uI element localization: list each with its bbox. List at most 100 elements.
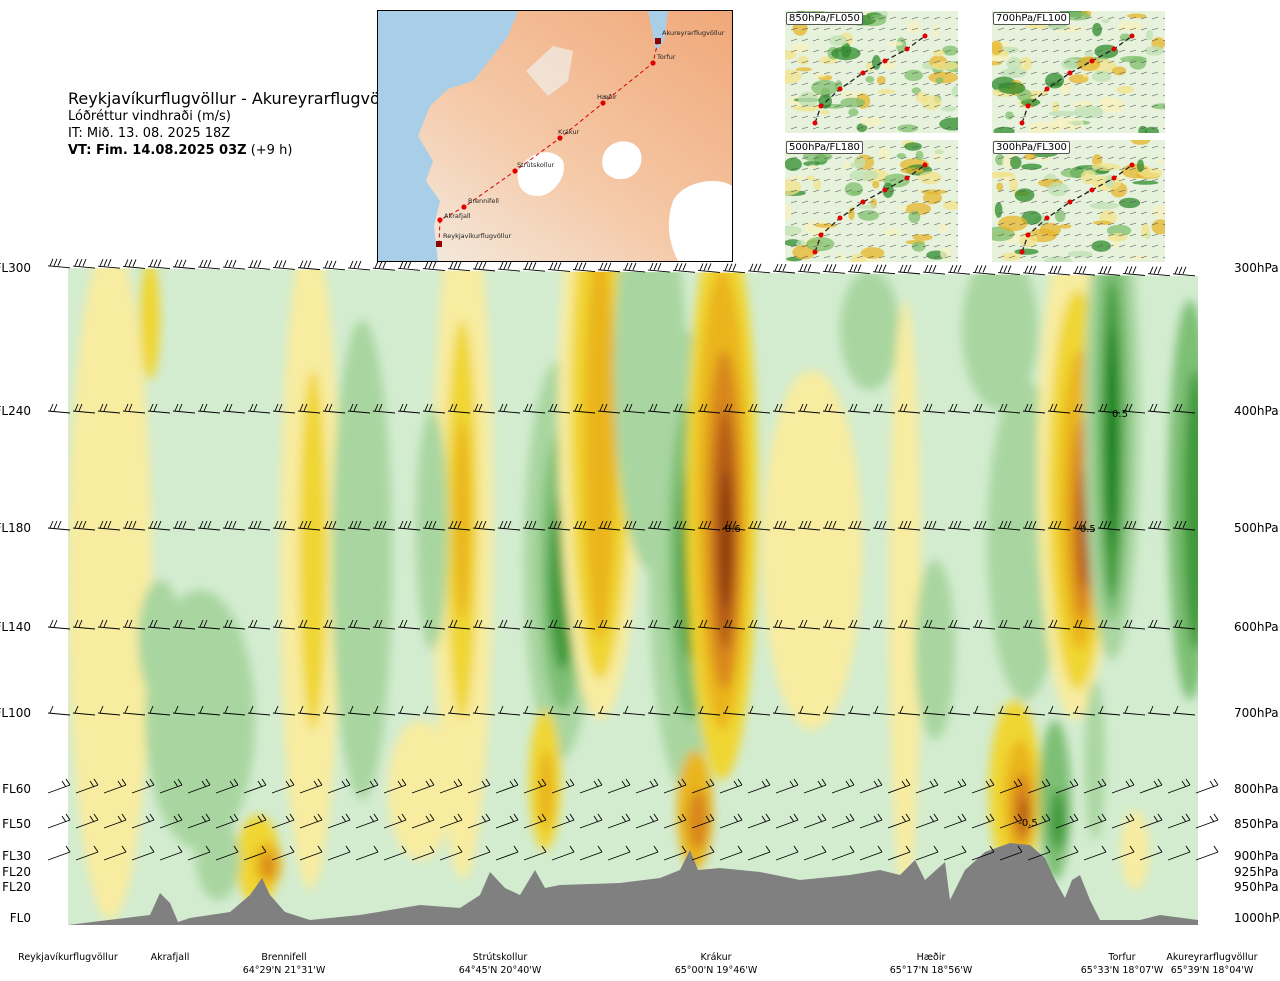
mini-map-station (860, 199, 866, 205)
wind-barb (719, 778, 743, 794)
wind-barb (1147, 403, 1171, 414)
mini-map-barb (834, 60, 842, 64)
valid-time: VT: Fim. 14.08.2025 03Z (68, 143, 247, 158)
mini-map-barb (845, 255, 853, 259)
velocity-cell (196, 820, 240, 900)
mini-map-barb (1140, 145, 1148, 149)
mini-map-barb (1129, 222, 1137, 226)
wind-barb (822, 403, 846, 414)
mini-map-cell (908, 210, 921, 224)
mini-map-barb (1162, 213, 1165, 215)
mini-map-barb (1030, 38, 1038, 42)
mini-map-barb (1118, 200, 1126, 204)
wind-barb (1139, 778, 1163, 794)
mini-map-barb (1030, 211, 1038, 215)
mini-map-cell (1144, 45, 1164, 56)
mini-map-barb (801, 222, 809, 226)
mini-map-barb (834, 233, 842, 237)
mini-map-barb (823, 60, 831, 64)
wind-barb (1072, 520, 1096, 531)
wind-barb (572, 262, 596, 273)
mini-map-barb (1162, 95, 1165, 97)
wind-barb (803, 778, 827, 794)
mini-map-cell (1151, 219, 1165, 235)
mini-map-barb (1008, 27, 1016, 31)
pressure-level-label: 850hPa (1234, 817, 1279, 831)
mini-map-station (812, 120, 818, 126)
mini-map-cell (912, 234, 933, 241)
wind-barb (247, 260, 271, 270)
wind-barb (1172, 266, 1196, 277)
mini-map-barb (834, 244, 842, 248)
mini-map-barb (1140, 156, 1148, 160)
mini-map-barb (1140, 211, 1148, 215)
mini-map-700: 700hPa/FL100 (992, 11, 1165, 133)
wind-barb (243, 845, 267, 861)
mini-map-barb (812, 38, 820, 42)
mini-map-barb (1008, 178, 1016, 182)
wind-barb (347, 403, 371, 414)
contour-annotations: -0.6 -0.5 0.5 -0.5 (721, 409, 1128, 829)
pressure-level-label: 500hPa (1234, 521, 1279, 535)
wind-barb (447, 705, 471, 716)
mini-map-barb (823, 200, 831, 204)
mini-map-barb (845, 49, 853, 53)
mini-map-barb (1140, 233, 1148, 237)
wind-barb (497, 261, 521, 272)
wind-barb (422, 619, 446, 630)
mini-map-barb (1063, 49, 1071, 53)
mini-map-barb (1162, 180, 1165, 182)
mini-map-barb (1151, 115, 1159, 119)
mini-map-cell (849, 169, 879, 182)
mini-map-barb (997, 49, 1005, 53)
mini-map-barb (1085, 167, 1093, 171)
mini-map-barb (790, 27, 798, 31)
mini-map-barb (1151, 200, 1159, 204)
mini-map-cell (860, 247, 885, 259)
wind-barb (215, 778, 239, 794)
station-marker (512, 168, 518, 174)
velocity-cell (1107, 330, 1117, 550)
mini-map-station (1089, 58, 1095, 64)
mini-map-barb (1162, 106, 1165, 108)
mini-map-barb (1107, 126, 1115, 130)
mini-map-barb (1151, 178, 1159, 182)
mini-map-barb (911, 71, 919, 75)
mini-map-cell (1000, 68, 1027, 78)
wind-barb (271, 845, 295, 861)
mini-map-barb (1030, 167, 1038, 171)
mini-map-cell (872, 180, 880, 189)
mini-map-barb (900, 38, 908, 42)
mini-map-barb (867, 16, 875, 20)
cross-section-chart: FL300 300hPa FL240 400hPa FL180 500hPa FL140 60… (0, 258, 1280, 976)
wind-barb (1097, 619, 1121, 630)
wind-barb (672, 520, 696, 531)
mini-map-barb (1074, 16, 1082, 20)
mini-map-barb (1074, 145, 1082, 149)
mini-map-cell (1001, 252, 1022, 261)
mini-map-barb (1151, 38, 1159, 42)
mini-map-barb (1151, 60, 1159, 64)
mini-map-barb (1063, 115, 1071, 119)
mini-map-barb (997, 82, 1005, 86)
mini-map-cell (938, 224, 949, 233)
mini-map-station (882, 187, 888, 193)
mini-map-cell (1082, 73, 1089, 78)
mini-map-barb (823, 27, 831, 31)
station-marker (436, 241, 442, 247)
mini-map-barb (845, 200, 853, 204)
wind-barb (663, 778, 687, 794)
mini-map-barb (1052, 200, 1060, 204)
mini-map-barb (1008, 93, 1016, 97)
wind-barb (872, 264, 896, 275)
mini-map-barb (955, 62, 958, 64)
mini-map-barb (911, 82, 919, 86)
mini-map-barb (889, 27, 897, 31)
valid-time-line: VT: Fim. 14.08.2025 03Z (+9 h) (68, 143, 292, 158)
wind-barb (372, 403, 396, 414)
mini-map-barb (944, 145, 952, 149)
mini-map-cell (1101, 18, 1110, 24)
mini-map-barb (1041, 222, 1049, 226)
mini-map-barb (944, 167, 952, 171)
mini-map-barb (867, 167, 875, 171)
